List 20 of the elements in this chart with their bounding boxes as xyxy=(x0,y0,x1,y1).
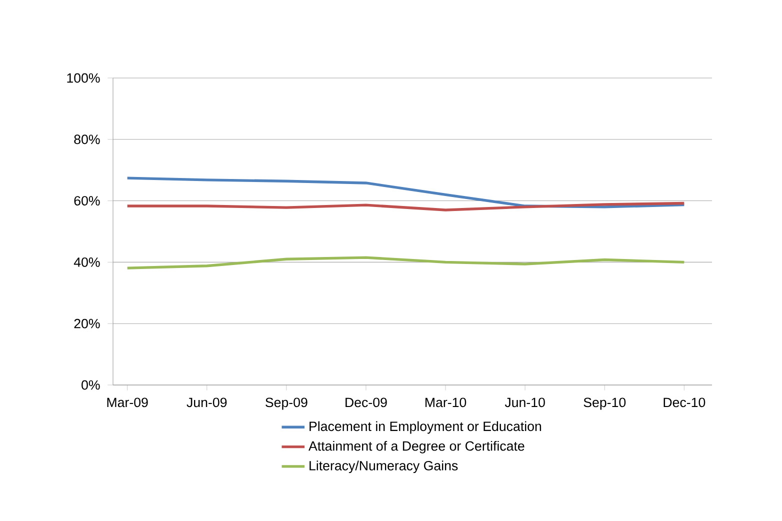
x-tick-label: Mar-10 xyxy=(425,398,466,408)
y-tick-label: 80% xyxy=(74,134,100,144)
x-tick-label: Jun-09 xyxy=(186,398,227,408)
y-tick-label: 40% xyxy=(74,257,100,267)
x-tick-label: Sep-09 xyxy=(266,398,308,410)
y-tick-label: 20% xyxy=(74,318,100,328)
x-tick-label: Dec-09 xyxy=(346,398,387,408)
x-tick-label: Sep-10 xyxy=(584,398,626,410)
y-tick-label: 100% xyxy=(67,73,100,83)
legend-label: Attainment of a Degree or Certificate xyxy=(308,440,524,454)
x-tick-label: Dec-10 xyxy=(664,398,706,408)
y-tick-label: 0% xyxy=(82,380,100,390)
line-series xyxy=(126,176,686,208)
line-series xyxy=(126,202,686,212)
legend-label: Literacy/Numeracy Gains xyxy=(310,460,458,474)
line-series xyxy=(126,256,686,270)
y-tick-label: 60% xyxy=(74,196,100,206)
x-tick-label: Mar-09 xyxy=(107,398,148,408)
x-tick-label: Jun-10 xyxy=(504,398,545,408)
legend-label: Placement in Employment or Education xyxy=(310,421,542,434)
